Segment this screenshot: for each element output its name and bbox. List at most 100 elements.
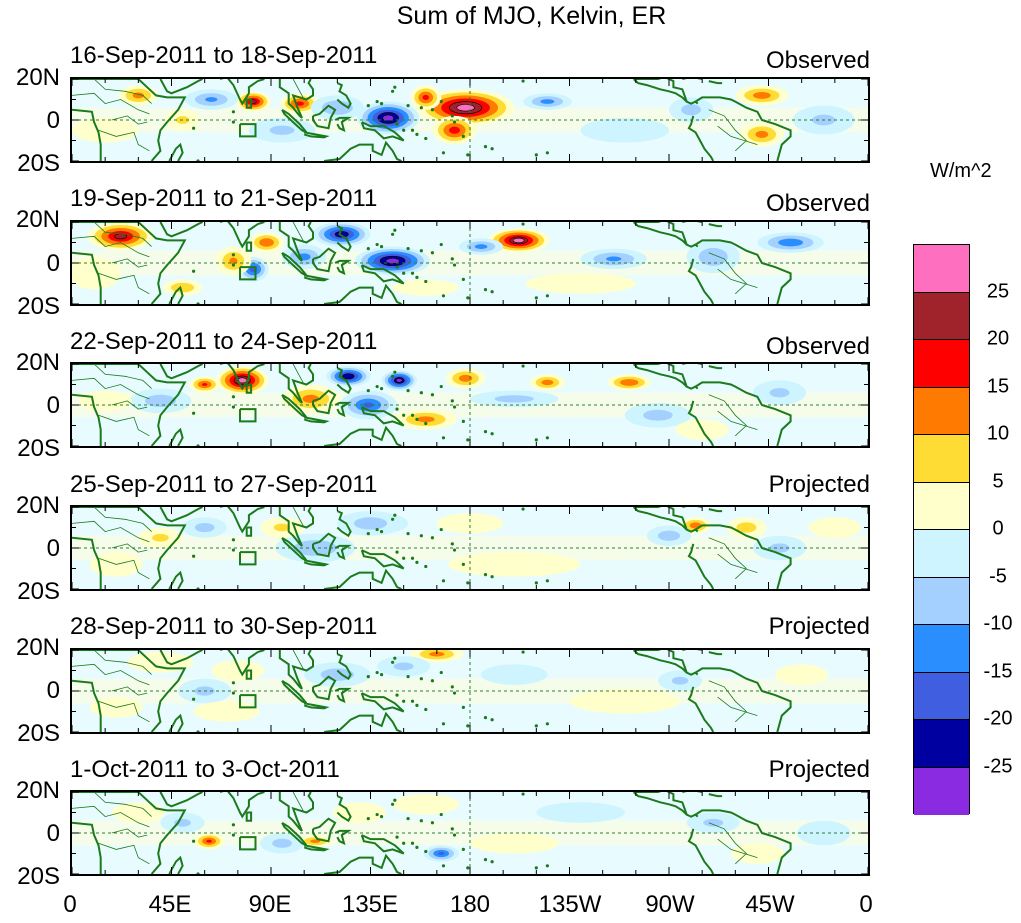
coastline bbox=[168, 713, 184, 732]
island bbox=[441, 579, 446, 583]
island bbox=[410, 128, 415, 132]
coastline bbox=[360, 834, 405, 855]
country-border bbox=[111, 115, 148, 125]
island bbox=[406, 817, 410, 821]
anomaly-contour bbox=[385, 258, 400, 264]
coastline bbox=[168, 570, 184, 589]
coastline bbox=[312, 675, 337, 701]
island bbox=[366, 247, 370, 251]
country-border bbox=[98, 700, 150, 723]
coastline bbox=[632, 79, 688, 103]
island bbox=[196, 444, 200, 446]
coastline bbox=[159, 792, 203, 808]
anomaly-cell bbox=[525, 273, 636, 294]
island bbox=[231, 405, 236, 409]
country-border bbox=[93, 507, 152, 532]
coastline bbox=[336, 795, 352, 823]
coastline bbox=[334, 687, 352, 704]
anomaly-cell bbox=[193, 833, 225, 850]
island bbox=[441, 722, 446, 726]
coastline bbox=[245, 669, 253, 680]
island bbox=[231, 110, 236, 114]
anomaly-contour bbox=[657, 530, 681, 541]
anomaly-contour bbox=[447, 552, 581, 577]
lon-label-135e: 135E bbox=[341, 891, 399, 918]
coastline bbox=[708, 365, 723, 370]
island bbox=[490, 147, 494, 151]
coastline bbox=[168, 427, 184, 446]
anomaly-cell bbox=[182, 517, 227, 538]
coastline bbox=[159, 79, 203, 95]
anomaly-contour bbox=[541, 379, 554, 386]
panel-title-3: 22-Sep-2011 to 24-Sep-2011 bbox=[70, 328, 378, 355]
island bbox=[391, 802, 395, 806]
anomaly-contour bbox=[703, 818, 724, 827]
coastline bbox=[360, 406, 405, 427]
coastline bbox=[72, 108, 102, 161]
anomaly-cell bbox=[580, 248, 647, 270]
anomaly-contour bbox=[643, 409, 673, 421]
coastline bbox=[72, 792, 187, 874]
colorbar-swatch bbox=[914, 387, 969, 435]
anomaly-contour bbox=[144, 394, 176, 408]
coastline bbox=[708, 793, 723, 798]
coastline bbox=[312, 817, 337, 843]
map-panel-4 bbox=[70, 505, 870, 591]
panel-status-1: Observed bbox=[765, 47, 870, 74]
panel-title-4: 25-Sep-2011 to 27-Sep-2011 bbox=[70, 471, 378, 498]
lat-label-20s: 20S bbox=[17, 150, 60, 177]
panel-title-5: 28-Sep-2011 to 30-Sep-2011 bbox=[70, 613, 378, 640]
anomaly-cell bbox=[775, 664, 829, 685]
anomaly-contour bbox=[205, 97, 218, 102]
island bbox=[452, 691, 457, 695]
lat-label-20n: 20N bbox=[15, 349, 60, 376]
anomaly-cell bbox=[735, 85, 789, 106]
anomaly-contour bbox=[458, 374, 473, 382]
coastline bbox=[323, 283, 402, 304]
island bbox=[545, 722, 549, 726]
anomaly-cell bbox=[580, 117, 669, 143]
island bbox=[231, 548, 236, 552]
coastline bbox=[281, 251, 308, 277]
coastline bbox=[72, 679, 102, 732]
coastline bbox=[220, 792, 265, 819]
island bbox=[521, 222, 525, 226]
anomaly-cell bbox=[447, 552, 581, 577]
island bbox=[231, 681, 236, 685]
panel-status-6: Projected bbox=[768, 756, 870, 783]
colorbar-label: -15 bbox=[983, 660, 1013, 683]
anomaly-contour bbox=[193, 701, 260, 722]
island bbox=[534, 438, 538, 442]
coastline bbox=[334, 401, 352, 418]
anomaly-contour bbox=[494, 395, 534, 403]
island bbox=[450, 542, 454, 546]
island bbox=[452, 120, 457, 124]
map-panel-5 bbox=[70, 648, 870, 734]
country-border bbox=[708, 822, 747, 865]
island bbox=[466, 724, 470, 728]
lat-label-0: 0 bbox=[46, 820, 60, 847]
panel-title-1: 16-Sep-2011 to 18-Sep-2011 bbox=[70, 42, 378, 69]
island bbox=[393, 85, 397, 89]
anomaly-contour bbox=[273, 523, 291, 532]
country-border bbox=[111, 258, 148, 268]
island bbox=[391, 517, 395, 521]
anomaly-contour bbox=[392, 279, 459, 296]
island bbox=[379, 245, 384, 249]
colorbar-label: 20 bbox=[986, 327, 1010, 350]
island bbox=[450, 685, 454, 689]
coastline bbox=[220, 364, 265, 391]
island bbox=[379, 530, 384, 534]
island bbox=[375, 242, 379, 247]
anomaly-contour bbox=[698, 247, 728, 266]
island bbox=[490, 860, 494, 864]
island bbox=[521, 364, 525, 368]
lon-label-90e: 90E bbox=[248, 891, 292, 918]
island bbox=[393, 370, 397, 374]
island bbox=[192, 411, 196, 415]
island bbox=[375, 384, 379, 389]
colorbar-swatch bbox=[914, 292, 969, 340]
island bbox=[231, 823, 236, 827]
coastline bbox=[245, 241, 253, 252]
coastline bbox=[245, 526, 253, 537]
